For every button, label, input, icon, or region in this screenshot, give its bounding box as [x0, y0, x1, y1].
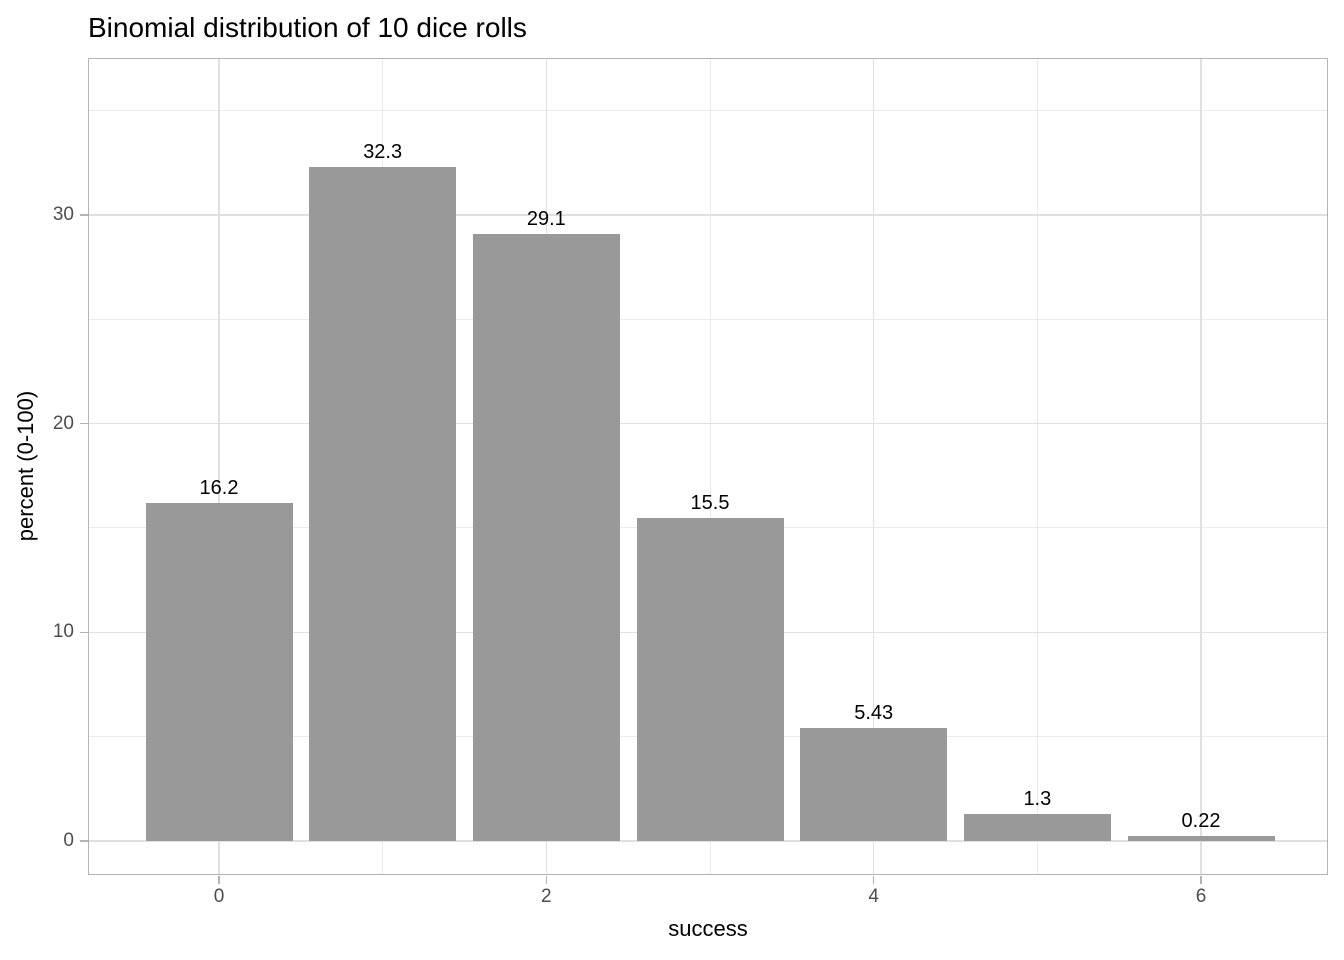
x-tick-label: 6	[1195, 886, 1207, 907]
plot-panel: 16.2 32.3 29.1 15.5 5.43 1.3 0.22 0 10 20 30 0 2 4 6	[53, 58, 1328, 907]
y-minor-gridline	[89, 110, 1327, 112]
bar	[472, 233, 620, 841]
y-tick-label: 10	[52, 621, 74, 643]
y-minor-gridline	[89, 318, 1327, 320]
x-minor-gridline	[1036, 59, 1038, 874]
x-major-gridline	[1200, 59, 1202, 874]
chart-title: Binomial distribution of 10 dice rolls	[88, 12, 527, 43]
y-major-gridline	[89, 422, 1327, 425]
bar	[800, 727, 948, 841]
y-tick-label: 20	[52, 412, 74, 434]
bar	[145, 502, 293, 841]
bar-value-label: 5.43	[854, 701, 894, 724]
bar-value-label: 1.3	[1023, 787, 1052, 810]
y-tick-mark	[79, 840, 88, 842]
x-tick-label: 0	[213, 886, 225, 907]
x-tick-mark	[872, 876, 875, 884]
x-tick-label: 4	[868, 886, 879, 907]
y-tick-mark	[79, 631, 88, 634]
bar	[636, 517, 784, 841]
x-major-gridline	[872, 59, 875, 874]
y-tick-label: 30	[52, 203, 74, 225]
x-tick-mark	[1200, 876, 1202, 884]
y-major-gridline	[89, 840, 1327, 842]
x-major-gridline	[218, 59, 220, 874]
bar	[309, 166, 457, 841]
x-tick-mark	[545, 876, 548, 884]
x-minor-gridline	[709, 59, 711, 874]
y-tick-label: 0	[63, 830, 74, 851]
y-tick-mark	[79, 422, 88, 425]
x-tick-mark	[218, 876, 220, 884]
y-tick-mark	[79, 214, 88, 216]
x-tick-label: 2	[541, 886, 552, 907]
bar-value-label: 29.1	[526, 207, 566, 230]
bar	[1127, 836, 1275, 841]
x-axis-title: success	[668, 916, 748, 941]
bar-value-label: 32.3	[363, 140, 403, 163]
y-major-gridline	[89, 214, 1327, 216]
bar-value-label: 0.22	[1181, 810, 1221, 833]
bar-value-label: 16.2	[199, 476, 239, 499]
bar-value-label: 15.5	[690, 491, 730, 514]
bar	[963, 813, 1111, 841]
